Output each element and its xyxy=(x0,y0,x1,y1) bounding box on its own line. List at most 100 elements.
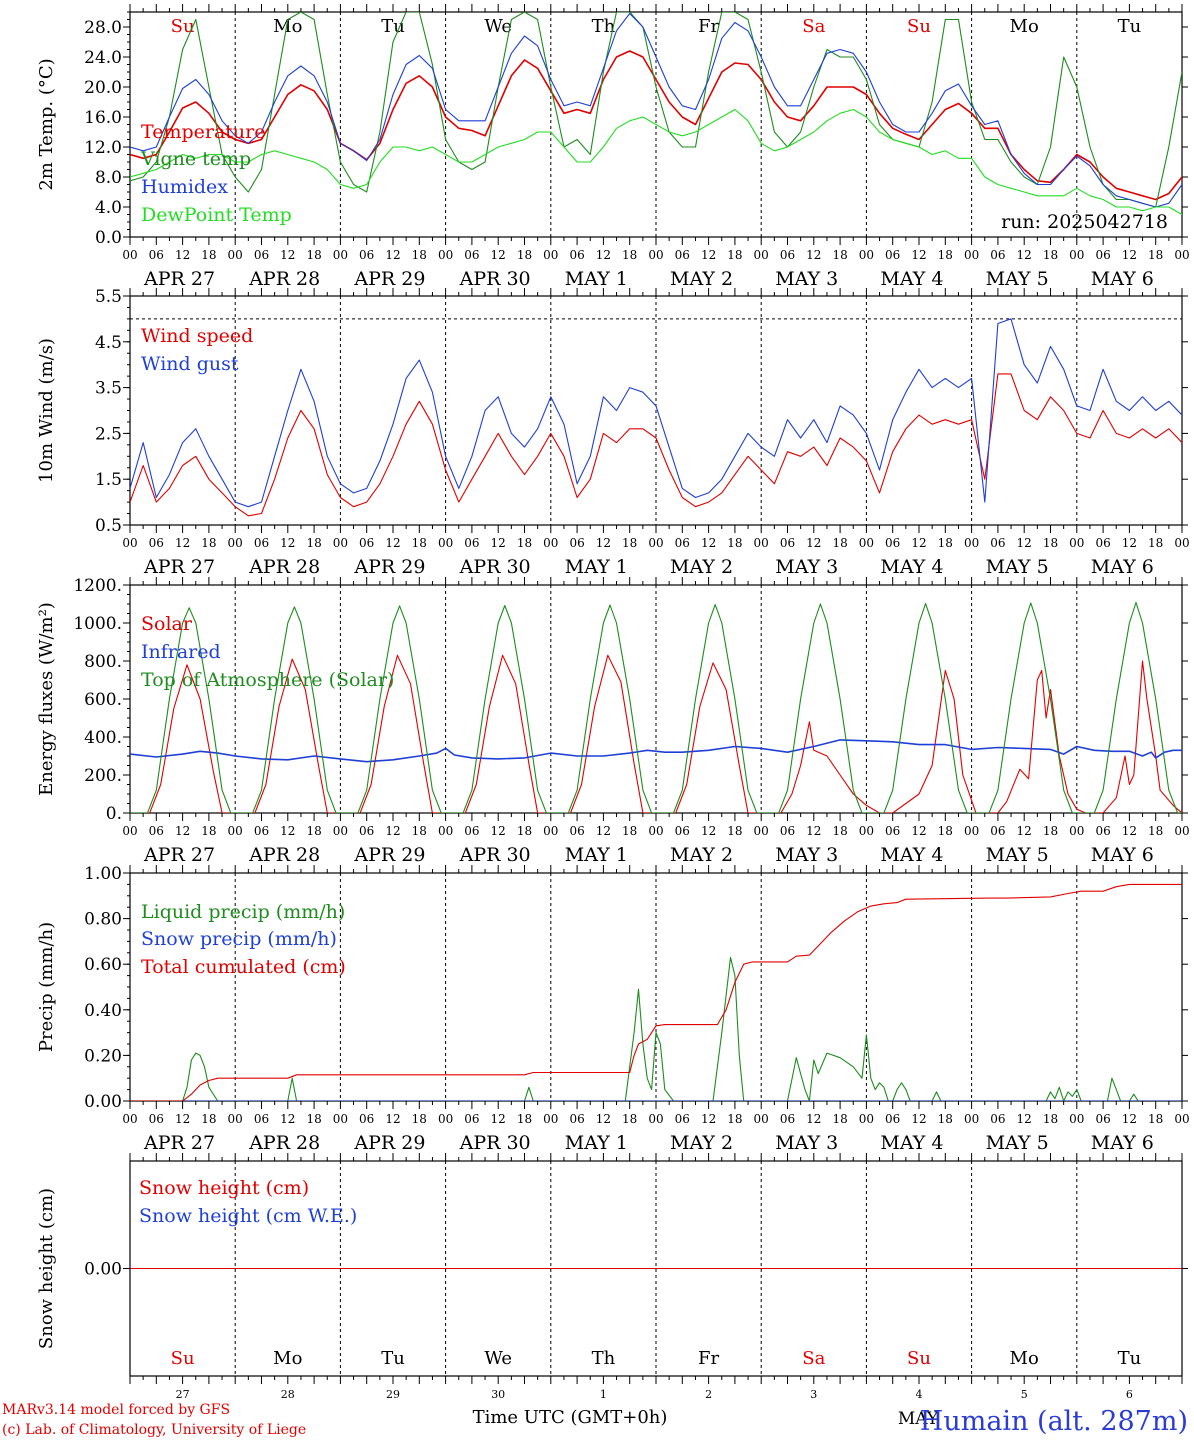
hour-label: 00 xyxy=(964,536,979,550)
hour-label: 12 xyxy=(701,248,716,262)
hour-label: 18 xyxy=(832,1112,847,1126)
hour-label: 18 xyxy=(727,824,742,838)
hour-label: 06 xyxy=(780,536,795,550)
date-label: MAY 6 xyxy=(1091,844,1154,866)
series-line xyxy=(130,12,1182,208)
date-label: APR 28 xyxy=(248,268,320,290)
hour-label: 18 xyxy=(727,536,742,550)
series-line xyxy=(130,956,1182,1101)
panel-5: 0.00 Snow height (cm) Su Mo Tu We Th Fr Sa Su Mo Tu… xyxy=(36,1153,1188,1401)
credit-line-1: MARv3.14 model forced by GFS xyxy=(2,1402,230,1418)
hour-label: 06 xyxy=(464,1112,479,1126)
panels-group: 0.0 4.0 8.0 12.0 16.0 20.0 24.0 28.0 2m Temp. (°… xyxy=(36,4,1190,1401)
date-label: APR 28 xyxy=(248,1132,320,1154)
weekday-label: Tu xyxy=(1118,16,1142,37)
hour-label: 12 xyxy=(701,1112,716,1126)
hour-label: 12 xyxy=(806,248,821,262)
day-number: 29 xyxy=(386,1388,400,1401)
date-label: MAY 2 xyxy=(670,268,733,290)
date-label: MAY 5 xyxy=(986,1132,1049,1154)
series-line xyxy=(130,50,1182,201)
hour-label: 18 xyxy=(412,248,427,262)
weekday-label: Sa xyxy=(802,16,825,37)
hour-label: 00 xyxy=(1069,536,1084,550)
date-label: MAY 6 xyxy=(1091,268,1154,290)
weekday-label: Mo xyxy=(1010,1348,1039,1369)
y-tick-label: 800. xyxy=(84,652,122,672)
hour-label: 12 xyxy=(280,248,295,262)
y-tick-label: 0.00 xyxy=(84,1260,122,1280)
hour-label: 00 xyxy=(438,824,453,838)
legend-entry: Solar xyxy=(141,613,193,635)
weekday-label: Su xyxy=(907,1348,931,1369)
hour-label: 06 xyxy=(780,824,795,838)
hour-label: 06 xyxy=(990,536,1005,550)
hour-label: 06 xyxy=(569,1112,584,1126)
hour-label: 18 xyxy=(412,1112,427,1126)
y-tick-label: 0.00 xyxy=(84,1092,122,1112)
hour-label: 12 xyxy=(1017,1112,1032,1126)
hour-label: 06 xyxy=(990,1112,1005,1126)
hour-label: 12 xyxy=(596,248,611,262)
date-label: MAY 6 xyxy=(1091,1132,1154,1154)
hour-label: 00 xyxy=(333,248,348,262)
date-label: MAY 6 xyxy=(1091,556,1154,578)
day-number: 5 xyxy=(1021,1388,1028,1401)
weekday-label: Su xyxy=(907,16,931,37)
hour-label: 18 xyxy=(1043,824,1058,838)
series-line xyxy=(130,601,1182,813)
hour-label: 18 xyxy=(201,536,216,550)
hour-label: 06 xyxy=(1095,248,1110,262)
hour-label: 06 xyxy=(464,824,479,838)
hour-label: 06 xyxy=(359,1112,374,1126)
hour-label: 18 xyxy=(1043,536,1058,550)
y-tick-label: 600. xyxy=(84,690,122,710)
weekday-label: Sa xyxy=(802,1348,825,1369)
hour-label: 00 xyxy=(648,248,663,262)
series-group xyxy=(130,318,1182,517)
date-label: MAY 1 xyxy=(565,268,628,290)
panel-4: 0.00 0.20 0.40 0.60 0.80 1.00 Precip (mm/h) 00 0… xyxy=(36,864,1190,1154)
date-label: MAY 4 xyxy=(880,268,943,290)
date-label: MAY 4 xyxy=(880,1132,943,1154)
hour-label: 06 xyxy=(675,248,690,262)
hour-label: 18 xyxy=(727,1112,742,1126)
hour-label: 00 xyxy=(859,1112,874,1126)
hour-label: 18 xyxy=(938,824,953,838)
series-line xyxy=(130,318,1182,508)
hour-label: 06 xyxy=(359,536,374,550)
hour-label: 00 xyxy=(543,1112,558,1126)
hour-label: 06 xyxy=(569,824,584,838)
y-tick-label: 20.0 xyxy=(84,78,122,98)
hour-label: 18 xyxy=(1043,248,1058,262)
series-group xyxy=(130,12,1182,216)
hour-label: 18 xyxy=(832,248,847,262)
y-axis-label: 10m Wind (m/s) xyxy=(36,338,57,483)
hour-label: 00 xyxy=(648,1112,663,1126)
hour-label: 12 xyxy=(491,1112,506,1126)
hour-label: 06 xyxy=(675,1112,690,1126)
legend-entry: Total cumulated (cm) xyxy=(141,956,346,978)
hour-label: 00 xyxy=(754,536,769,550)
date-label: APR 27 xyxy=(143,268,215,290)
hour-label: 06 xyxy=(1095,824,1110,838)
hour-label: 00 xyxy=(543,248,558,262)
hour-label: 12 xyxy=(806,1112,821,1126)
legend-entry: DewPoint Temp xyxy=(141,204,292,226)
hour-label: 06 xyxy=(149,248,164,262)
y-tick-label: 24.0 xyxy=(84,48,122,68)
hour-label: 18 xyxy=(938,536,953,550)
legend-entry: Wind speed xyxy=(141,325,253,347)
date-label: MAY 1 xyxy=(565,556,628,578)
hour-label: 18 xyxy=(832,536,847,550)
hour-label: 06 xyxy=(990,248,1005,262)
hour-label: 12 xyxy=(385,824,400,838)
y-axis-label: 2m Temp. (°C) xyxy=(36,58,57,190)
hour-label: 06 xyxy=(1095,1112,1110,1126)
date-label: MAY 5 xyxy=(986,844,1049,866)
legend-entry: Temperature xyxy=(141,121,265,143)
hour-label: 12 xyxy=(175,248,190,262)
day-number: 27 xyxy=(176,1388,190,1401)
hour-label: 12 xyxy=(596,824,611,838)
series-line xyxy=(130,12,1182,208)
